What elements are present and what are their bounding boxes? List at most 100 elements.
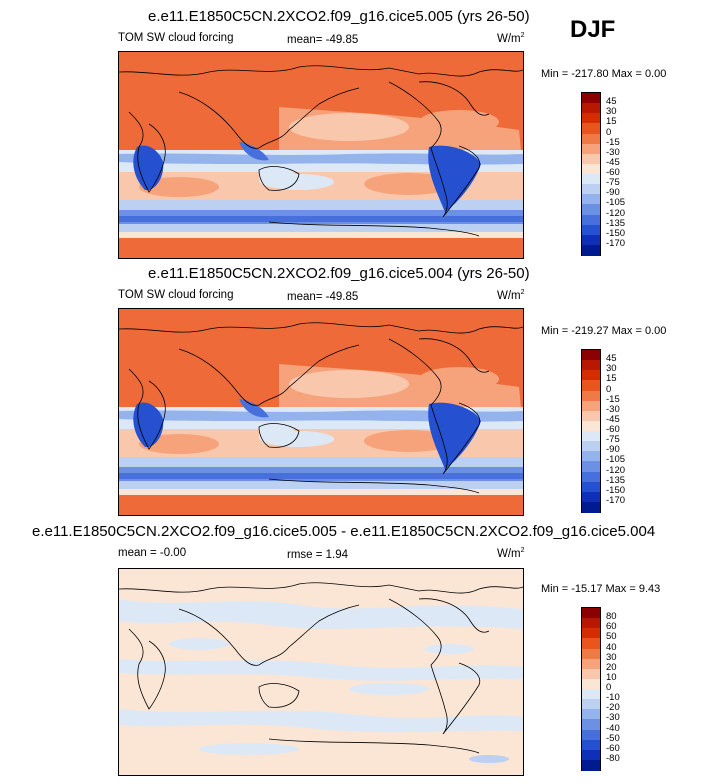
- colorbar-cell: [582, 204, 600, 215]
- colorbar-cell: [582, 638, 600, 649]
- colorbar-cell: [582, 93, 600, 104]
- colorbar-tick-label: -30: [606, 712, 620, 724]
- colorbar-tick-label: 20: [606, 661, 617, 673]
- colorbar-cell: [582, 451, 600, 462]
- colorbar-tick-label: 80: [606, 611, 617, 623]
- colorbar-cell: [582, 153, 600, 165]
- colorbar-cell: [582, 608, 600, 619]
- colorbar-tick-label: -15: [606, 393, 620, 405]
- panel3-map: [118, 568, 524, 776]
- colorbar-tick-label: 15: [606, 116, 617, 128]
- colorbar-cell: [582, 658, 600, 670]
- colorbar-cell: [582, 491, 600, 503]
- colorbar-tick-label: -120: [606, 207, 626, 219]
- colorbar-cell: [582, 729, 600, 741]
- colorbar-tick-label: -90: [606, 187, 620, 199]
- colorbar-tick-label: -40: [606, 722, 620, 734]
- panel1-variable-label: TOM SW cloud forcing: [118, 32, 234, 44]
- colorbar-tick-label: 0: [606, 383, 612, 395]
- colorbar-tick-label: 0: [606, 126, 612, 138]
- colorbar-cell: [582, 390, 600, 402]
- colorbar-cell: [582, 184, 600, 195]
- colorbar-tick-label: 30: [606, 363, 617, 375]
- colorbar-tick-label: -30: [606, 403, 620, 415]
- colorbar-tick-label: -45: [606, 156, 620, 168]
- colorbar-tick-label: -60: [606, 742, 620, 754]
- colorbar-cell: [582, 143, 600, 155]
- colorbar-cell: [582, 194, 600, 205]
- colorbar-cell: [582, 350, 600, 361]
- panel2-title: e.e11.E1850C5CN.2XCO2.f09_g16.cice5.004 …: [148, 265, 530, 282]
- panel1-title: e.e11.E1850C5CN.2XCO2.f09_g16.cice5.005 …: [148, 8, 530, 25]
- panel3-title: e.e11.E1850C5CN.2XCO2.f09_g16.cice5.005 …: [32, 523, 656, 540]
- colorbar-cell: [582, 370, 600, 381]
- colorbar-tick-label: -15: [606, 136, 620, 148]
- colorbar-tick-label: -105: [606, 197, 626, 209]
- colorbar-cell: [582, 689, 600, 700]
- colorbar-tick-label: 10: [606, 671, 617, 683]
- panel2-minmax: Min = -219.27 Max = 0.00: [541, 325, 667, 337]
- colorbar-cell: [582, 113, 600, 124]
- panel3-minmax: Min = -15.17 Max = 9.43: [541, 583, 661, 595]
- colorbar-cell: [582, 234, 600, 246]
- colorbar-tick-label: -105: [606, 454, 626, 466]
- colorbar-cell: [582, 123, 600, 134]
- colorbar-cell: [582, 380, 600, 391]
- panel2-map: [118, 308, 524, 516]
- colorbar-cell: [582, 709, 600, 720]
- colorbar-cell: [582, 759, 600, 771]
- colorbar-tick-label: -75: [606, 177, 620, 189]
- colorbar-tick-label: -150: [606, 484, 626, 496]
- colorbar-tick-label: -30: [606, 146, 620, 158]
- colorbar-cell: [582, 749, 600, 761]
- colorbar-cell: [582, 420, 600, 432]
- colorbar-cell: [582, 103, 600, 114]
- colorbar-cell: [582, 471, 600, 483]
- colorbar-tick-label: -120: [606, 464, 626, 476]
- colorbar-cell: [582, 400, 600, 412]
- colorbar-cell: [582, 618, 600, 629]
- panel2-units: W/m2: [497, 289, 525, 302]
- colorbar-tick-label: 30: [606, 106, 617, 118]
- colorbar-cell: [582, 244, 600, 256]
- colorbar-tick-label: -135: [606, 217, 626, 229]
- colorbar-cell: [582, 501, 600, 513]
- panel1-map: [118, 51, 524, 259]
- panel1-minmax: Min = -217.80 Max = 0.00: [541, 68, 667, 80]
- colorbar-cell: [582, 481, 600, 493]
- panel1-units: W/m2: [497, 32, 525, 45]
- colorbar-tick-label: 40: [606, 641, 617, 653]
- colorbar-cell: [582, 174, 600, 185]
- colorbar-cell: [582, 628, 600, 639]
- colorbar-cell: [582, 648, 600, 660]
- colorbar-tick-label: -50: [606, 732, 620, 744]
- colorbar-tick-label: 30: [606, 651, 617, 663]
- colorbar-cell: [582, 678, 600, 690]
- colorbar-tick-label: 45: [606, 353, 617, 365]
- panel1-colorbar: [581, 92, 601, 256]
- season-label: DJF: [570, 16, 616, 43]
- colorbar-cell: [582, 719, 600, 730]
- colorbar-tick-label: -75: [606, 434, 620, 446]
- panel2-colorbar: [581, 349, 601, 513]
- colorbar-tick-label: -90: [606, 444, 620, 456]
- panel3-mean-label: mean = -0.00: [118, 547, 187, 559]
- panel3-colorbar: [581, 607, 601, 771]
- colorbar-tick-label: -80: [606, 752, 620, 764]
- colorbar-tick-label: 50: [606, 631, 617, 643]
- colorbar-cell: [582, 133, 600, 145]
- colorbar-cell: [582, 668, 600, 680]
- colorbar-cell: [582, 461, 600, 472]
- colorbar-tick-label: -20: [606, 702, 620, 714]
- colorbar-cell: [582, 214, 600, 226]
- panel3-units: W/m2: [497, 547, 525, 560]
- colorbar-cell: [582, 699, 600, 710]
- colorbar-tick-label: -135: [606, 474, 626, 486]
- colorbar-cell: [582, 441, 600, 452]
- colorbar-tick-label: -60: [606, 424, 620, 435]
- colorbar-tick-label: 45: [606, 96, 617, 108]
- colorbar-cell: [582, 410, 600, 422]
- panel1-mean-label: mean= -49.85: [287, 34, 359, 46]
- colorbar-tick-label: -60: [606, 167, 620, 178]
- colorbar-cell: [582, 163, 600, 175]
